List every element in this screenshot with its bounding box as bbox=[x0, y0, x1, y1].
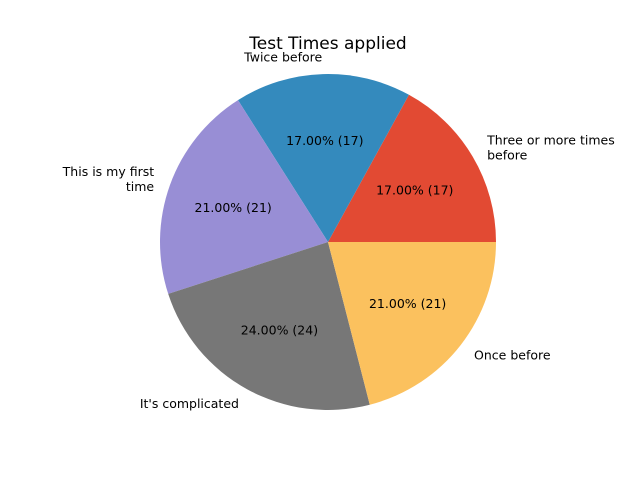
slice-category-label: It's complicated bbox=[140, 396, 239, 411]
pie-slice bbox=[168, 242, 370, 411]
chart-title: Test Times applied bbox=[248, 34, 406, 54]
pie-slice bbox=[328, 242, 496, 405]
pie-slice bbox=[237, 74, 409, 242]
slice-percent-label: 17.00% (17) bbox=[286, 133, 363, 148]
slice-percent-label: 21.00% (21) bbox=[369, 296, 446, 311]
slice-category-label: Twice before bbox=[243, 49, 322, 64]
pie-slices bbox=[160, 74, 496, 411]
slice-percent-label: 24.00% (24) bbox=[241, 322, 318, 337]
slice-category-label: Three or more times before bbox=[486, 132, 615, 162]
slice-percent-label: 21.00% (21) bbox=[195, 200, 272, 215]
slice-percent-label: 17.00% (17) bbox=[376, 183, 453, 198]
slice-category-label: This is my first time bbox=[62, 164, 155, 194]
pie-slice bbox=[328, 94, 496, 242]
pie-slice bbox=[160, 100, 328, 294]
slice-category-label: Once before bbox=[474, 347, 551, 362]
pie-labels: 17.00% (17) Three or more times before 17.0… bbox=[62, 49, 615, 411]
